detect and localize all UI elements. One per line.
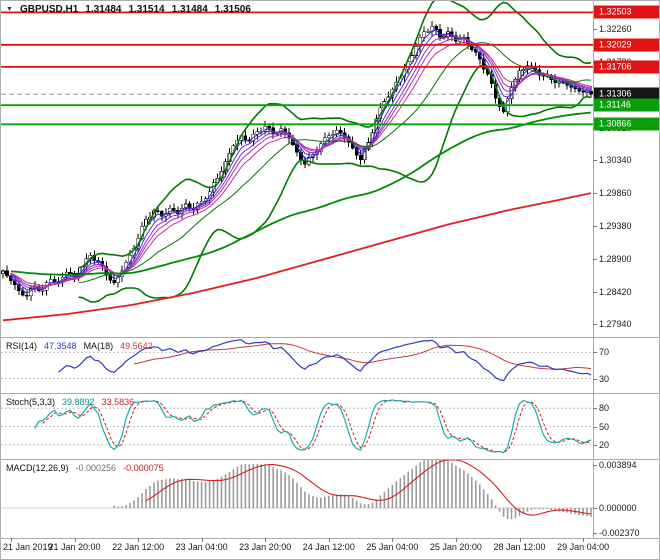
price-level-badge: 1.30866 — [594, 117, 659, 131]
price-tick-label: 1.29380 — [599, 220, 632, 231]
price-level-badge: 1.32503 — [594, 5, 659, 19]
rsi-value: 47.3548 — [44, 341, 77, 351]
rsi-level-label: 70 — [599, 347, 610, 358]
chart-dropdown-icon[interactable]: ▼ — [6, 6, 13, 13]
price-tick-label: 1.28900 — [599, 253, 632, 264]
rsi-name: RSI(14) — [6, 341, 38, 351]
stochastic-panel-chart[interactable] — [1, 394, 593, 459]
time-tick-label: 23 Jan 20:00 — [239, 542, 292, 552]
rsi-ma-value: 49.5642 — [120, 341, 153, 351]
stoch-name: Stoch(5,3,3) — [6, 397, 56, 407]
stoch-level-label: 50 — [599, 421, 610, 432]
time-tick-label: 22 Jan 12:00 — [112, 542, 165, 552]
macd-axis-label: 0.000000 — [599, 503, 637, 513]
rsi-ma-name: MA(18) — [83, 341, 114, 351]
macd-panel-chart[interactable] — [1, 460, 593, 538]
stoch-value: 39.8892 — [62, 397, 95, 407]
symbol-period-label: GBPUSD,H1 — [19, 4, 79, 15]
price-axis-border — [593, 1, 594, 538]
macd-axis-label: -0.002370 — [599, 528, 640, 538]
stochastic-panel-label: Stoch(5,3,3) 39.8892 33.5836 — [6, 397, 141, 407]
macd-panel-label: MACD(12,26,9) -0.000256 -0.000075 — [6, 463, 171, 473]
panel-separator[interactable] — [1, 393, 659, 394]
panel-separator — [1, 538, 659, 539]
time-tick-label: 25 Jan 20:00 — [429, 542, 482, 552]
panel-separator[interactable] — [1, 459, 659, 460]
time-tick-label: 21 Jan 20:00 — [48, 542, 101, 552]
stoch-signal-value: 33.5836 — [101, 397, 135, 407]
macd-value: -0.000256 — [75, 463, 117, 473]
rsi-panel-label: RSI(14) 47.3548 MA(18) 49.5642 — [6, 341, 160, 351]
bid-price-badge: 1.31306 — [594, 87, 659, 101]
price-level-badge: 1.32029 — [594, 38, 659, 52]
price-tick-label: 1.31300 — [599, 89, 632, 100]
rsi-level-label: 30 — [599, 373, 610, 384]
ohlc-high: 1.31514 — [128, 4, 165, 15]
price-tick-label: 1.29860 — [599, 188, 632, 199]
ohlc-open: 1.31484 — [85, 4, 122, 15]
stoch-level-label: 20 — [599, 439, 610, 450]
price-level-badge: 1.31146 — [594, 98, 659, 112]
macd-signal-value: -0.000075 — [123, 463, 164, 473]
time-tick-label: 21 Jan 2019 — [3, 542, 53, 552]
stoch-level-label: 80 — [599, 403, 610, 414]
price-tick-label: 1.28420 — [599, 286, 632, 297]
time-tick-label: 29 Jan 04:00 — [557, 542, 610, 552]
price-tick-label: 1.30340 — [599, 155, 632, 166]
rsi-panel-chart[interactable] — [1, 338, 593, 393]
price-tick-label: 1.30820 — [599, 122, 632, 133]
price-tick-label: 1.31780 — [599, 56, 632, 67]
ohlc-low: 1.31484 — [171, 4, 208, 15]
price-level-badge: 1.31706 — [594, 60, 659, 74]
price-tick-label: 1.32260 — [599, 24, 632, 34]
price-chart[interactable] — [1, 1, 593, 337]
time-tick-label: 24 Jan 12:00 — [302, 542, 355, 552]
macd-name: MACD(12,26,9) — [6, 463, 69, 473]
panel-separator[interactable] — [1, 337, 659, 338]
ohlc-close: 1.31506 — [214, 4, 251, 15]
chart-header: ▼ GBPUSD,H1 1.31484 1.31514 1.31484 1.31… — [6, 4, 251, 15]
macd-axis-label: 0.003894 — [599, 460, 637, 470]
time-tick-label: 28 Jan 12:00 — [493, 542, 546, 552]
time-tick-label: 25 Jan 04:00 — [366, 542, 419, 552]
price-tick-label: 1.27940 — [599, 319, 632, 330]
time-tick-label: 23 Jan 04:00 — [175, 542, 228, 552]
